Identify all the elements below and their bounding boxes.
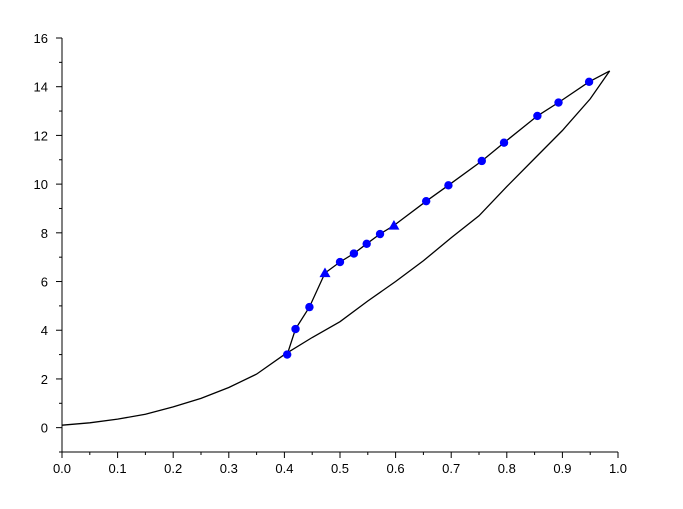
- x-tick-label: 0.4: [275, 461, 293, 476]
- y-tick-label: 0: [41, 421, 48, 436]
- axes: 0.0 0.1 0.2 0.3 0.4 0.5 0.6 0.7 0.8 0.9 1.0 0 2 4 6 8 10…: [34, 31, 628, 476]
- x-tick-label: 0.8: [498, 461, 516, 476]
- x-tick-label: 0.2: [164, 461, 182, 476]
- y-tick-label: 6: [41, 275, 48, 290]
- x-tick-label: 0.5: [331, 461, 349, 476]
- data-point: [533, 111, 542, 121]
- series-markers: [282, 77, 594, 359]
- data-point: [499, 138, 509, 147]
- data-point: [444, 181, 453, 190]
- data-point-triangle: [388, 220, 400, 230]
- data-point: [305, 302, 314, 312]
- x-tick-label: 0.1: [109, 461, 127, 476]
- x-tick-label: 0.9: [553, 461, 571, 476]
- y-tick-label: 4: [41, 323, 48, 338]
- series-line-3: [286, 70, 611, 355]
- x-tick-label: 0.0: [53, 461, 71, 476]
- y-tick-label: 12: [34, 128, 48, 143]
- data-point: [362, 239, 371, 248]
- x-tick-label: 1.0: [609, 461, 627, 476]
- series-line-0: [61, 70, 611, 426]
- y-tick-label: 2: [41, 372, 48, 387]
- y-tick-label: 8: [41, 226, 48, 241]
- data-point: [349, 249, 359, 258]
- data-point-triangle: [319, 267, 331, 278]
- x-tick-label: 0.7: [442, 461, 460, 476]
- data-point: [554, 98, 563, 107]
- y-tick-label: 16: [34, 31, 48, 46]
- series-lines: [61, 70, 611, 426]
- x-tick-label: 0.3: [220, 461, 238, 476]
- data-point: [291, 324, 300, 334]
- data-point: [282, 350, 292, 359]
- data-point: [477, 156, 486, 166]
- x-tick-label: 0.6: [387, 461, 405, 476]
- y-tick-label: 14: [34, 80, 48, 95]
- data-point: [375, 229, 385, 239]
- data-point: [335, 257, 345, 267]
- data-point: [421, 196, 431, 206]
- data-point: [584, 77, 594, 87]
- y-tick-label: 10: [34, 177, 48, 192]
